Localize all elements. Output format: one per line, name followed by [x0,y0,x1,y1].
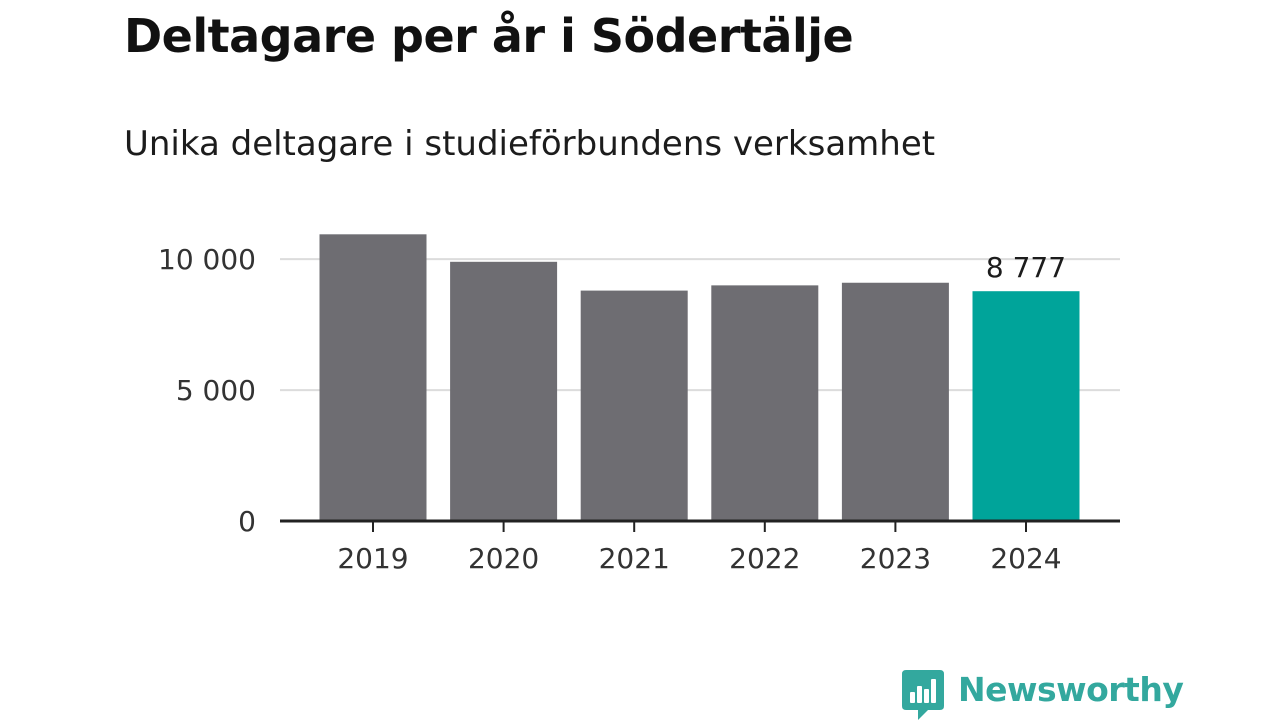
bar-chart-speech-bubble-icon [902,670,944,720]
newsworthy-logo: Newsworthy [902,670,1184,720]
bar-2020 [450,261,558,521]
icon-bar-3 [924,689,929,703]
icon-bar-1 [910,692,915,703]
labels: 0 5 000 10 000 2019 2020 2021 2022 2023 2024 8 77… [158,243,1066,575]
chart-subtitle: Unika deltagare i studieförbundens verks… [124,124,936,164]
x-tick-label: 2020 [468,542,539,575]
bar-2024 [972,291,1080,521]
icon-bar-4 [931,679,936,703]
chart-title: Deltagare per år i Södertälje [124,9,854,63]
y-tick-label: 0 [238,505,256,538]
brand-name: Newsworthy [958,670,1184,709]
x-tick-label: 2021 [599,542,670,575]
y-tick-label: 5 000 [176,374,256,407]
x-tick-label: 2023 [860,542,931,575]
bar-2021 [580,290,688,521]
icon-bar-2 [917,686,922,703]
y-tick-label: 10 000 [158,243,256,276]
x-tick-label: 2019 [337,542,408,575]
x-tick-label: 2024 [990,542,1061,575]
data-label: 8 777 [986,251,1066,284]
bars [319,234,1080,522]
bar-2023 [841,282,949,521]
x-tick-label: 2022 [729,542,800,575]
speech-bubble-shape [902,670,944,720]
bar-2019 [319,234,427,522]
axes [280,519,1120,532]
bar-2022 [711,285,819,521]
